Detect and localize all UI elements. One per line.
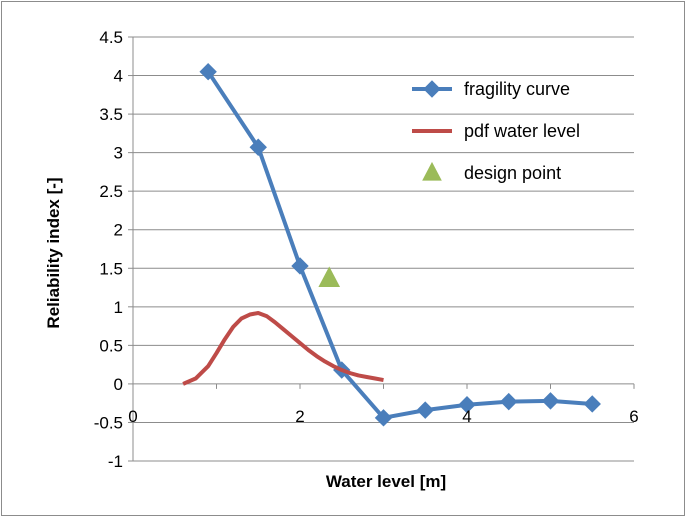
series-1 — [182, 310, 384, 386]
y-tick-label-4: 1 — [114, 298, 123, 317]
legend-marker-0 — [423, 80, 441, 98]
point-s0-8 — [541, 392, 560, 410]
axes — [128, 36, 635, 462]
x-tick-label-3: 6 — [629, 407, 638, 426]
x-tick-label-1: 2 — [295, 407, 304, 426]
point-s0-1 — [249, 138, 267, 156]
point-s0-5 — [416, 401, 434, 419]
y-tick-label-6: 2 — [114, 221, 123, 240]
point-s0-9 — [583, 395, 601, 413]
legend-marker-2 — [422, 161, 442, 181]
y-tick-label-9: 3.5 — [99, 105, 123, 124]
point-s2-0 — [318, 266, 341, 288]
legend-item-1: pdf water level — [412, 121, 580, 141]
y-axis-title: Reliability index [-] — [44, 177, 63, 328]
tick-labels: -1 -0.5 0 0.5 1 1.5 2 2.5 3 3.5 4 4.5 0 2 4 6 — [94, 28, 639, 471]
y-tick-label-10: 4 — [114, 67, 123, 86]
point-s0-4 — [374, 409, 393, 427]
point-s0-7 — [500, 392, 518, 411]
grid-lines — [133, 36, 634, 462]
y-tick-label-5: 1.5 — [99, 259, 123, 278]
point-s0-2 — [291, 257, 309, 275]
x-axis-title: Water level [m] — [326, 472, 446, 491]
y-tick-label-8: 3 — [114, 144, 123, 163]
legend-label-2: design point — [464, 163, 561, 183]
series-2 — [318, 266, 341, 288]
series-layer — [182, 62, 601, 427]
y-tick-label-2: 0 — [114, 375, 123, 394]
point-s0-6 — [458, 396, 476, 414]
y-tick-label-7: 2.5 — [99, 182, 123, 201]
y-tick-label-11: 4.5 — [99, 28, 123, 47]
series-line-0 — [206, 70, 593, 420]
legend-label-0: fragility curve — [464, 79, 570, 99]
y-tick-label-3: 0.5 — [99, 336, 123, 355]
legend: fragility curve pdf water level design poi… — [412, 79, 580, 183]
x-tick-label-2: 4 — [462, 407, 471, 426]
legend-item-2: design point — [422, 161, 561, 183]
series-line-1 — [182, 310, 384, 386]
legend-label-1: pdf water level — [464, 121, 580, 141]
point-s0-0 — [199, 62, 217, 81]
legend-item-0: fragility curve — [412, 79, 570, 99]
x-tick-label-0: 0 — [128, 407, 137, 426]
y-tick-label-0: -1 — [108, 452, 123, 471]
y-tick-label-1: -0.5 — [94, 413, 123, 432]
series-0 — [199, 62, 601, 427]
